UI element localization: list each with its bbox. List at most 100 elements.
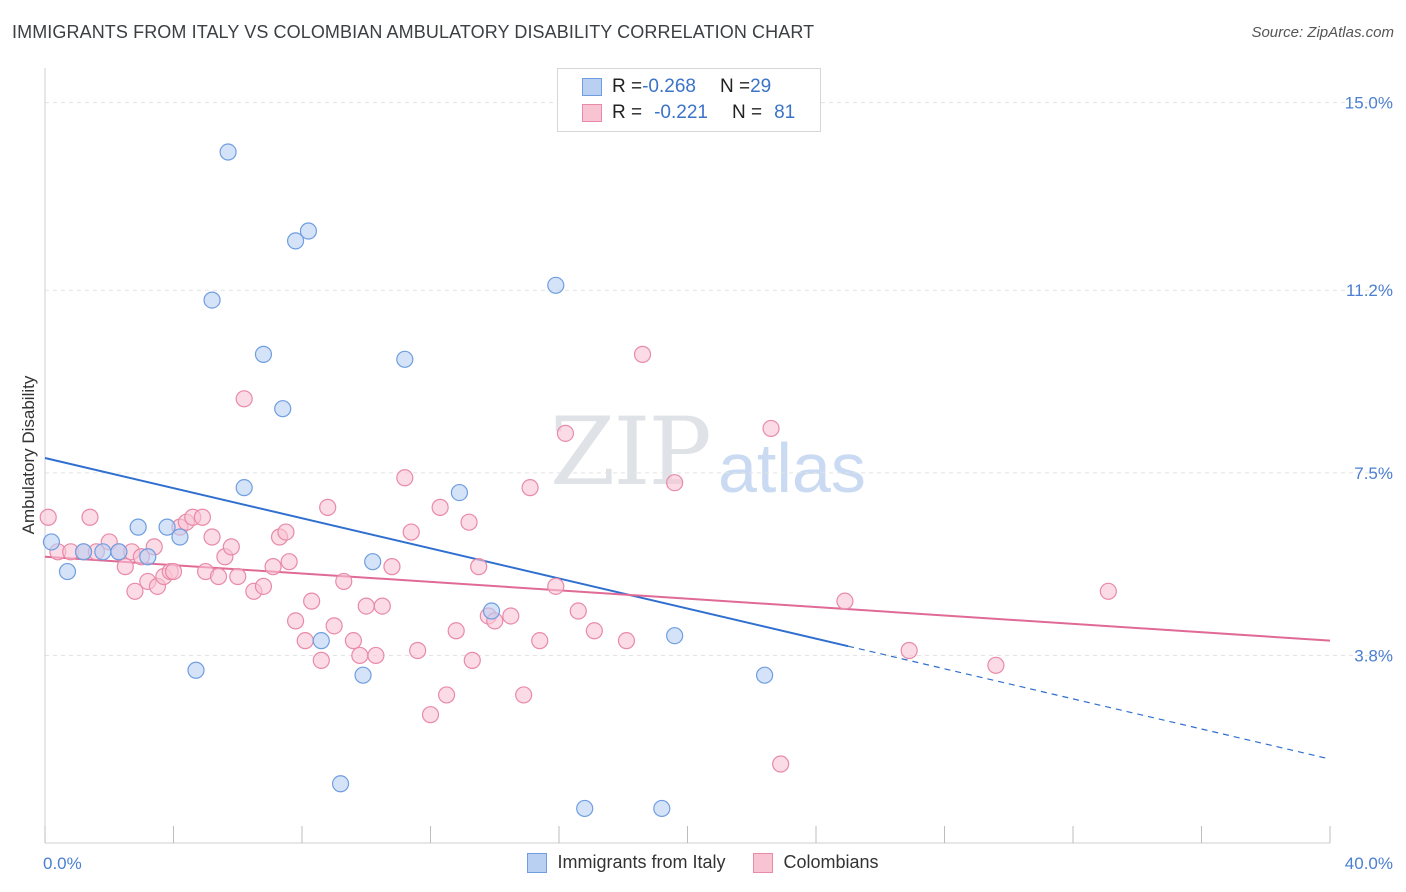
r-label: R = (612, 102, 643, 123)
colombians-point (1099, 582, 1117, 600)
trend-lines (44, 457, 1331, 760)
italy-point (364, 553, 382, 571)
x-tick-label: 0.0% (43, 854, 82, 873)
colombians-point (116, 558, 134, 576)
y-tick-label: 7.5% (1354, 464, 1393, 483)
colombians-point (531, 632, 549, 650)
italy-point (254, 345, 273, 363)
series-legend: Immigrants from Italy Colombians (0, 852, 1406, 873)
colombians-point (373, 597, 391, 615)
colombians-point (470, 558, 488, 576)
italy-point (42, 533, 61, 551)
colombians-trend-line (44, 555, 1331, 642)
n-value: 81 (774, 102, 796, 123)
colombians-point (277, 523, 295, 541)
n-label: N = (719, 76, 751, 97)
r-value: -0.268 (642, 76, 696, 97)
italy-point (755, 666, 774, 684)
colombians-point (164, 562, 183, 581)
colombians-point (335, 572, 353, 591)
colombians-point (460, 513, 478, 531)
source-label: Source: ZipAtlas.com (1251, 24, 1394, 41)
italy-point (58, 562, 77, 581)
colombians-swatch (582, 104, 602, 122)
n-label: N = (731, 102, 763, 123)
italy-point (187, 661, 205, 679)
r-label: R = (612, 76, 643, 97)
colombians-point (203, 528, 221, 546)
colombians-point (666, 474, 684, 492)
italy-point (653, 799, 671, 818)
n-value: 29 (750, 76, 772, 97)
italy-point (203, 291, 221, 309)
italy-point (396, 350, 414, 368)
colombians-point (421, 706, 440, 724)
colombians-point (367, 646, 385, 665)
italy-point (110, 543, 128, 561)
colombians-point (521, 479, 539, 497)
colombians-point (286, 612, 305, 630)
colombians-point (396, 469, 414, 487)
colombians-point (383, 558, 401, 576)
colombians-point (402, 523, 420, 541)
y-tick-label: 15.0% (1345, 94, 1393, 113)
colombians-point (296, 632, 314, 650)
italy-trend-extension (847, 645, 1331, 760)
italy-point (158, 518, 176, 536)
colombians-point (319, 498, 337, 516)
correlation-legend: R = -0.268 N = 29 R = -0.221 N = 81 (557, 68, 821, 132)
colombians-point (447, 622, 465, 640)
colombians-point (264, 558, 282, 576)
colombians-point (569, 602, 587, 620)
italy-point (171, 528, 189, 546)
italy-swatch (582, 78, 602, 96)
data-points (39, 143, 1117, 818)
italy-point (235, 479, 253, 497)
italy-swatch (527, 852, 548, 873)
colombians-swatch (753, 852, 774, 873)
colombians-point (280, 553, 298, 571)
chart-title: IMMIGRANTS FROM ITALY VS COLOMBIAN AMBUL… (12, 22, 815, 42)
colombians-point (836, 592, 854, 610)
italy-point (312, 632, 330, 650)
colombians-point (463, 651, 481, 669)
legend-row-italy: R = -0.268 N = 29 (582, 75, 771, 99)
y-axis-label: Ambulatory Disability (19, 375, 38, 534)
legend-label: Immigrants from Italy (557, 852, 726, 872)
italy-point (139, 548, 157, 566)
colombians-point (502, 607, 520, 625)
colombians-point (39, 508, 57, 526)
italy-point (74, 543, 93, 561)
colombians-point (762, 419, 780, 438)
colombians-point (987, 656, 1005, 674)
colombians-point (229, 567, 247, 586)
legend-row-colombians: R = -0.221 N = 81 (582, 101, 795, 125)
colombians-point (556, 424, 575, 442)
italy-point (274, 400, 292, 418)
colombians-point (351, 646, 369, 665)
y-tick-label: 3.8% (1354, 646, 1393, 665)
colombians-point (312, 651, 330, 669)
italy-point (94, 543, 112, 561)
colombians-point (515, 686, 533, 704)
colombians-point (303, 592, 321, 610)
colombians-point (357, 597, 375, 615)
colombians-point (437, 686, 456, 704)
colombians-point (431, 498, 449, 516)
legend-item-colombians: Colombians (753, 852, 879, 873)
colombians-point (585, 622, 603, 640)
colombians-point (325, 617, 343, 635)
colombians-point (222, 538, 240, 556)
colombians-point (126, 582, 144, 600)
watermark-zip: ZIP (550, 398, 712, 507)
colombians-point (409, 641, 427, 660)
colombians-point (193, 508, 212, 526)
axis-labels: 3.8% 7.5% 11.2% 15.0% 0.0% 40.0% Ambulatory Di… (19, 94, 1393, 873)
italy-point (547, 276, 565, 294)
watermark-atlas: atlas (718, 429, 866, 507)
colombians-point (900, 641, 918, 660)
italy-point (299, 222, 318, 240)
colombians-point (254, 577, 273, 595)
italy-point (450, 483, 469, 502)
